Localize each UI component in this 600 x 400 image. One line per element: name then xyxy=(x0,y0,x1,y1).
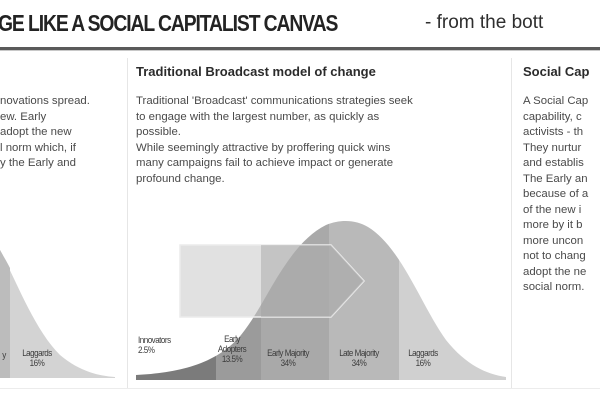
title-subtitle: - from the bott xyxy=(425,12,544,33)
text-line: l norm which, if xyxy=(0,141,76,154)
paragraph-broadcast: Traditional 'Broadcast' communications s… xyxy=(136,95,413,138)
text-line: y the Early and xyxy=(0,157,76,169)
paragraph-quick-wins: While seemingly attractive by proffering… xyxy=(136,141,394,185)
middle-column-heading: Traditional Broadcast model of change xyxy=(136,64,376,79)
column-divider-right xyxy=(511,58,512,388)
label-laggards: Laggards 16% xyxy=(408,348,438,369)
label-laggards-left: Laggards 16% xyxy=(22,348,52,369)
segment-laggards-left xyxy=(0,250,115,378)
label-early-adopters: Early Adopters 13.5% xyxy=(217,334,247,365)
page-title: GE LIKE A SOCIAL CAPITALIST CANVAS - fro… xyxy=(0,10,543,37)
left-column-text: novations spread. ew. Early adopt the ne… xyxy=(0,94,90,172)
label-early-majority: Early Majority 34% xyxy=(267,348,309,369)
broadcast-bell-curve-chart xyxy=(136,221,506,380)
header-rule-shadow xyxy=(0,50,600,51)
left-bell-curve-chart xyxy=(0,250,115,378)
segment-late-majority-left xyxy=(0,250,10,378)
text-line: novations spread. xyxy=(0,95,90,107)
text-line: adopt the new xyxy=(0,126,72,138)
broadcast-arrow-icon xyxy=(179,244,366,318)
title-bold: GE LIKE A SOCIAL CAPITALIST CANVAS xyxy=(0,10,338,36)
arrow-overlap-shade xyxy=(261,245,364,317)
label-innovators: Innovators 2.5% xyxy=(138,335,171,356)
label-majority-fragment: y xyxy=(2,350,6,361)
right-column-heading: Social Cap xyxy=(523,64,590,79)
right-column-text: A Social Cap capability, c activists - t… xyxy=(523,95,589,293)
bottom-divider xyxy=(0,388,600,389)
header-rule xyxy=(0,47,600,50)
middle-column-text: Traditional 'Broadcast' communications s… xyxy=(136,94,413,187)
column-divider-left xyxy=(127,58,128,388)
label-late-majority: Late Majority 34% xyxy=(339,348,379,369)
text-line: ew. Early xyxy=(0,110,47,123)
